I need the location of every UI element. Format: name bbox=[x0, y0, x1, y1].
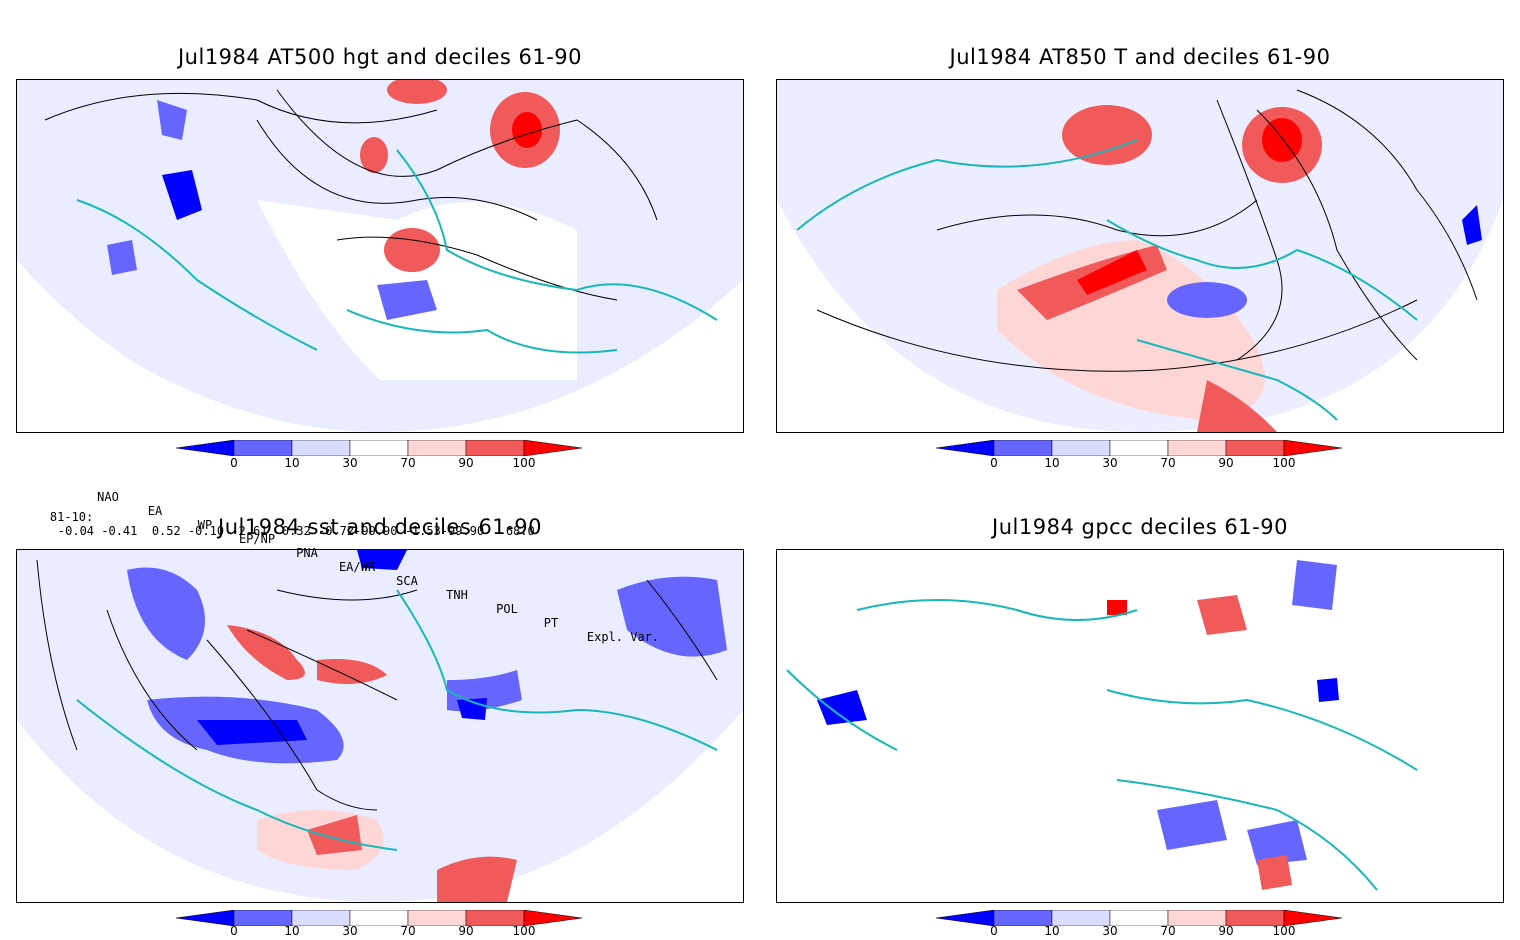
indices-header-row: NAO EA WP EP/NP PNA EA/WR SCA TNH POL PT… bbox=[0, 476, 760, 644]
colorbar-tick: 30 bbox=[1102, 456, 1118, 470]
colorbar-tick: 30 bbox=[342, 456, 358, 470]
index-header: TNH bbox=[446, 588, 468, 602]
indices-value-row: 81-10: -0.04 -0.41 0.52 -0.10 -2.61 0.32… bbox=[21, 496, 535, 552]
colorbar-tick: 90 bbox=[1218, 924, 1234, 938]
indices-table: NAO EA WP EP/NP PNA EA/WR SCA TNH POL PT… bbox=[0, 474, 760, 644]
colorbar-tick: 70 bbox=[400, 924, 416, 938]
colorbar-bottom-right: 0 10 30 70 90 100 bbox=[935, 909, 1346, 940]
colorbar-top-left: 0 10 30 70 90 100 bbox=[175, 439, 586, 474]
colorbar-tick: 30 bbox=[342, 924, 358, 938]
map-sst bbox=[16, 549, 744, 903]
panel-title-at500: Jul1984 AT500 hgt and deciles 61-90 bbox=[177, 45, 583, 69]
index-header: EP/NP bbox=[238, 532, 276, 546]
colorbar-tick: 10 bbox=[284, 456, 300, 470]
map-gpcc bbox=[776, 549, 1504, 903]
colorbar-tick: 90 bbox=[458, 456, 474, 470]
colorbar-tick: 100 bbox=[1272, 456, 1296, 470]
colorbar-tick: 90 bbox=[1218, 456, 1234, 470]
index-header: EA/WR bbox=[338, 560, 376, 574]
colorbar-tick: 0 bbox=[230, 456, 238, 470]
colorbar-tick: 30 bbox=[1102, 924, 1118, 938]
index-header: WP bbox=[197, 518, 213, 532]
colorbar-tick: 70 bbox=[1160, 924, 1176, 938]
colorbar-tick: 70 bbox=[1160, 456, 1176, 470]
panel-title-at850: Jul1984 AT850 T and deciles 61-90 bbox=[949, 45, 1331, 69]
colorbar-swatches bbox=[175, 909, 583, 927]
index-header: SCA bbox=[396, 574, 418, 588]
colorbar-tick: 0 bbox=[990, 456, 998, 470]
index-header: PT bbox=[543, 616, 559, 630]
colorbar-tick: 10 bbox=[1044, 456, 1060, 470]
colorbar-swatches bbox=[935, 909, 1343, 927]
map-at850 bbox=[776, 79, 1504, 433]
index-header: Expl. Var. bbox=[586, 630, 660, 644]
colorbar-swatches bbox=[175, 439, 583, 457]
colorbar-tick: 100 bbox=[1272, 924, 1296, 938]
index-header: POL bbox=[496, 602, 518, 616]
indices-values: -0.04 -0.41 0.52 -0.10 -2.61 0.32 -0.72-… bbox=[57, 524, 535, 538]
colorbar-tick: 100 bbox=[512, 924, 536, 938]
map-at500 bbox=[16, 79, 744, 433]
panel-title-gpcc: Jul1984 gpcc deciles 61-90 bbox=[992, 515, 1288, 539]
panel-title-sst: Jul1984 sst and deciles 61-90 bbox=[218, 515, 542, 539]
colorbar-tick: 70 bbox=[400, 456, 416, 470]
colorbar-tick: 10 bbox=[1044, 924, 1060, 938]
indices-row-label: 81-10: bbox=[49, 510, 94, 524]
index-header: NAO bbox=[97, 490, 119, 504]
colorbar-tick: 0 bbox=[230, 924, 238, 938]
index-header: PNA bbox=[296, 546, 318, 560]
colorbar-bottom-left: 0 10 30 70 90 100 bbox=[175, 909, 586, 940]
colorbar-tick: 0 bbox=[990, 924, 998, 938]
colorbar-tick: 10 bbox=[284, 924, 300, 938]
colorbar-top-right: 0 10 30 70 90 100 bbox=[935, 439, 1346, 474]
colorbar-swatches bbox=[935, 439, 1343, 457]
index-header: EA bbox=[147, 504, 163, 518]
colorbar-tick: 100 bbox=[512, 456, 536, 470]
colorbar-tick: 90 bbox=[458, 924, 474, 938]
